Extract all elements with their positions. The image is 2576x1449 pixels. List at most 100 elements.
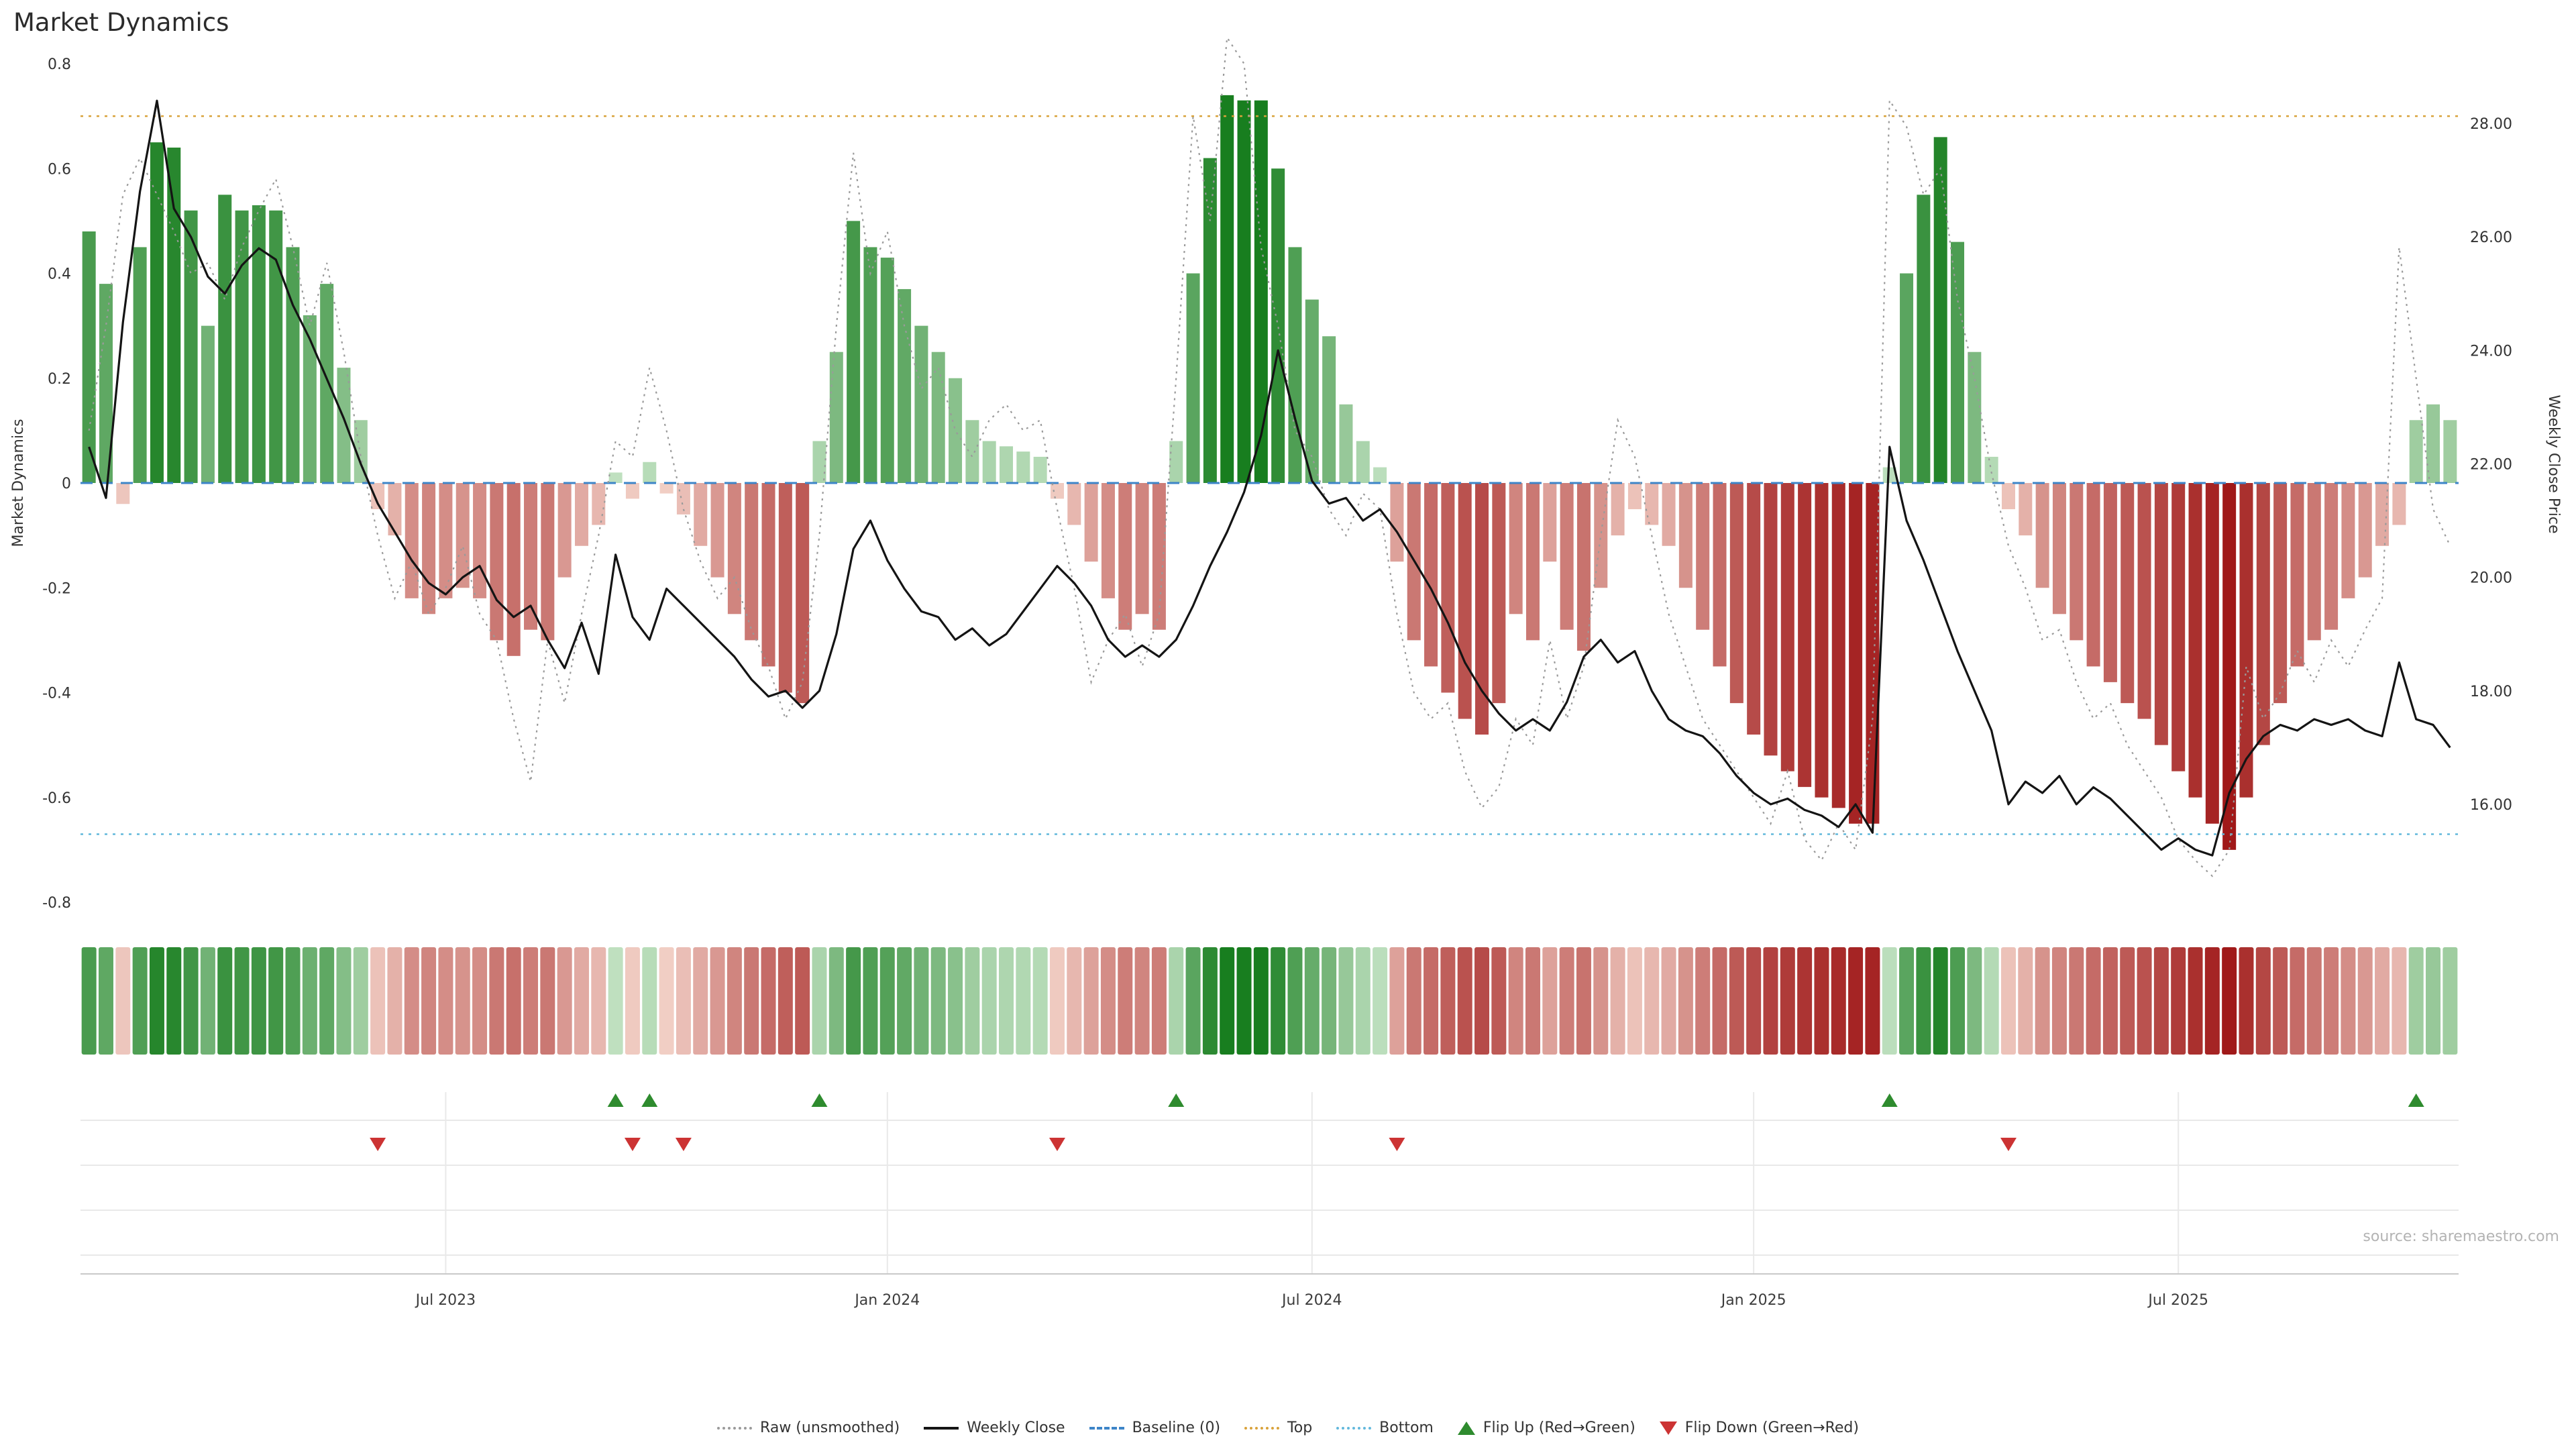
dynamics-bar [1951,241,1965,483]
right-axis-title: Weekly Close Price [2545,395,2562,534]
dynamics-bar [1780,483,1794,771]
dynamics-bar [1678,483,1693,588]
dynamics-bar [1424,483,1438,667]
dynamics-bar [1067,483,1081,525]
heatmap-cell [2357,947,2373,1055]
heatmap-cell [1287,947,1303,1055]
heatmap-cell [846,947,861,1055]
dynamics-bar [659,483,674,494]
dynamics-bar [1729,483,1743,704]
legend-item-close: Weekly Close [924,1419,1065,1436]
dynamics-bar [1118,483,1132,630]
dynamics-bar [1611,483,1625,536]
heatmap-cell [1169,947,1184,1055]
chart-canvas: Jul 2023 Jan 2024 Jul 2024 Jan 2025 Jul 2025… [10,35,2562,1309]
heatmap-cell [506,947,521,1055]
heatmap-cell [115,947,131,1055]
dynamics-bar [1322,336,1336,483]
dynamics-bar [473,483,487,598]
dynamics-bar [2171,483,2186,771]
legend-item-baseline: Baseline (0) [1089,1419,1220,1436]
dynamics-bar [2324,483,2339,630]
dynamics-bar [863,247,877,483]
heatmap-cell [353,947,368,1055]
heatmap-cell [1236,947,1252,1055]
heatmap-cell [1542,947,1558,1055]
dynamics-bar [812,441,826,483]
heatmap-cell [2120,947,2135,1055]
dynamics-bar [2341,483,2355,598]
heatmap-cell [1882,947,1897,1055]
heatmap-cell [1406,947,1421,1055]
dynamics-bar [1186,273,1200,483]
heatmap-cell [1457,947,1472,1055]
dynamics-bar [337,368,351,483]
heatmap-cell [574,947,589,1055]
legend-item-bottom: Bottom [1336,1419,1434,1436]
flip-down-marker [2000,1138,2017,1151]
heatmap-cell [421,947,437,1055]
dynamics-bar [1917,195,1931,483]
dynamics-bar [2086,483,2100,667]
heatmap-cell [81,947,97,1055]
flip-down-marker [624,1138,641,1151]
heatmap-cell [1814,947,1829,1055]
dynamics-bar [1271,168,1285,483]
legend-swatch-baseline [1089,1426,1124,1430]
dynamics-bar [2443,420,2457,483]
heatmap-cell [1373,947,1388,1055]
heatmap-cell [1491,947,1507,1055]
legend-swatch-raw [717,1426,753,1430]
heatmap-cell [1067,947,1082,1055]
dynamics-bar [2358,483,2372,578]
heatmap-cell [1933,947,1948,1055]
dynamics-bar [1984,456,1998,483]
dynamics-bar [286,247,300,483]
dynamics-bar [1849,483,1863,824]
dynamics-bar [1882,467,1896,483]
heatmap-cell [693,947,708,1055]
heatmap-cell [744,947,759,1055]
dynamics-bar [965,420,979,483]
heatmap-cell [2086,947,2101,1055]
heatmap-cell [523,947,539,1055]
heatmap-cell [1848,947,1864,1055]
dynamics-bar [1475,483,1489,735]
dynamics-bar [1492,483,1506,704]
heatmap-cell [2306,947,2322,1055]
heatmap-cell [1271,947,1286,1055]
left-tick-label: 0.6 [48,161,71,178]
legend-item-flip-up: Flip Up (Red→Green) [1457,1419,1635,1436]
right-tick-label: 16.00 [2470,797,2512,814]
heatmap-cell [472,947,488,1055]
heatmap-cell [795,947,810,1055]
legend-swatch-bottom [1336,1426,1372,1430]
dynamics-bar [1305,299,1319,483]
heatmap-cell [2171,947,2186,1055]
heatmap-cell [98,947,113,1055]
dynamics-bar [2307,483,2321,641]
heatmap-cell [1508,947,1523,1055]
dynamics-bar [727,483,741,614]
heatmap-cell [2273,947,2288,1055]
dynamics-bar [1900,273,1914,483]
dynamics-bar [1866,483,1880,824]
heatmap-cell [914,947,929,1055]
dynamics-bar [405,483,419,598]
dynamics-bar [1933,137,1947,483]
dynamics-bar [574,483,588,546]
heatmap-cell [183,947,199,1055]
dynamics-bar [2137,483,2151,719]
x-tick-label: Jan 2024 [853,1292,920,1309]
heatmap-cell [1202,947,1218,1055]
left-tick-label: 0.8 [48,56,71,73]
flip-up-marker [811,1093,828,1107]
heatmap-cell [1695,947,1711,1055]
heatmap-cell [2153,947,2169,1055]
dynamics-bar [643,462,657,483]
right-tick-label: 24.00 [2470,343,2512,360]
right-tick-label: 26.00 [2470,229,2512,246]
dynamics-bar [761,483,775,667]
heatmap-cell [591,947,606,1055]
dynamics-bar [2239,483,2253,798]
